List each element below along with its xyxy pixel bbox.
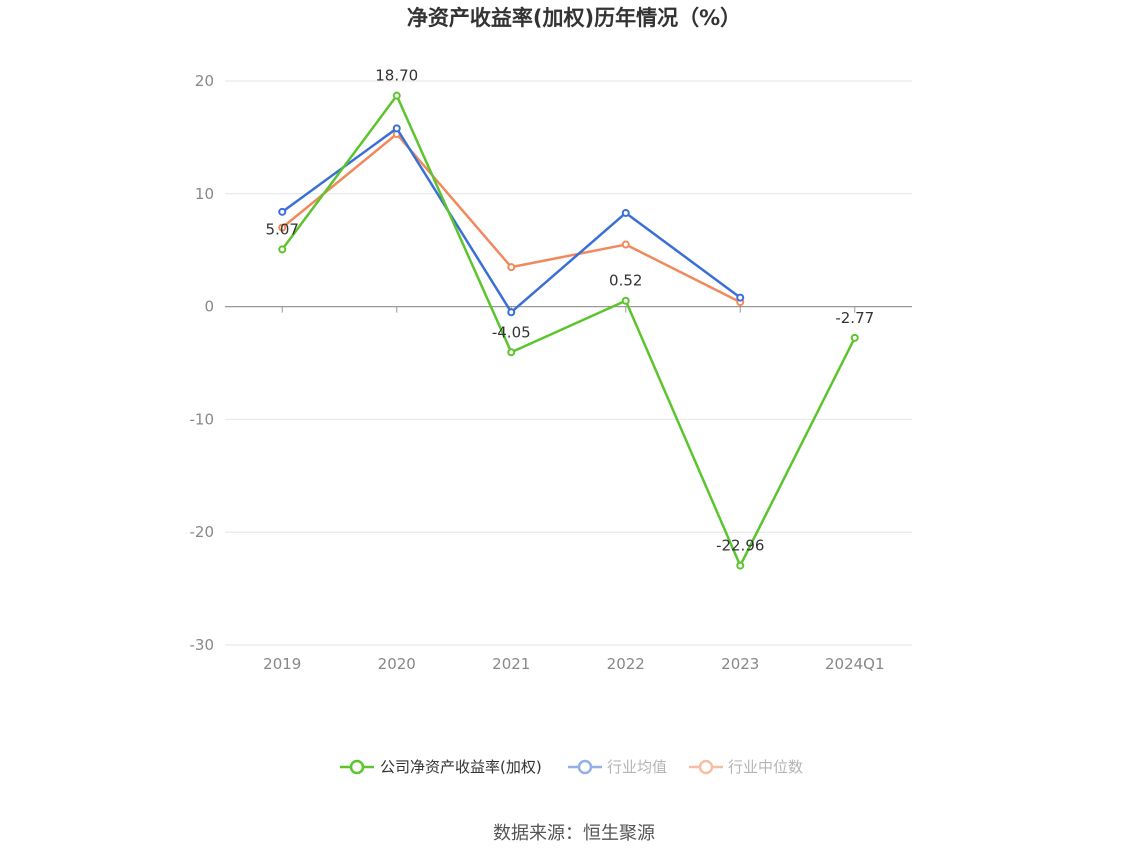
- data-point[interactable]: [850, 333, 859, 342]
- source-note: 数据来源：恒生聚源: [493, 823, 655, 844]
- data-point[interactable]: [621, 208, 630, 217]
- y-tick-label: -10: [190, 410, 215, 428]
- data-label: 18.70: [375, 67, 418, 85]
- legend[interactable]: 公司净资产收益率(加权) 行业均值 行业中位数: [340, 758, 803, 776]
- data-point[interactable]: [736, 293, 745, 302]
- x-axis: 2019 2020 2021 2022 2023 2024Q1: [225, 306, 912, 673]
- y-tick-label: 20: [195, 72, 214, 90]
- data-point[interactable]: [278, 207, 287, 216]
- y-tick-label: 10: [195, 185, 214, 203]
- x-tick-label: 2024Q1: [825, 655, 885, 673]
- data-point[interactable]: [278, 245, 287, 254]
- grid-lines: [225, 80, 912, 646]
- x-tick-label: 2022: [607, 655, 645, 673]
- legend-swatch-marker: [577, 759, 593, 775]
- y-tick-label: -20: [190, 523, 215, 541]
- x-tick-label: 2023: [721, 655, 759, 673]
- data-label: -22.96: [716, 537, 764, 555]
- legend-swatch-marker: [349, 759, 365, 775]
- legend-item-0[interactable]: 公司净资产收益率(加权): [340, 758, 542, 776]
- series-line-0: [281, 94, 856, 567]
- data-point[interactable]: [392, 124, 401, 133]
- legend-item-2[interactable]: 行业中位数: [689, 758, 803, 776]
- data-point[interactable]: [621, 240, 630, 249]
- legend-item-1[interactable]: 行业均值: [568, 758, 667, 776]
- data-label: -4.05: [492, 323, 531, 341]
- series-lines: [278, 91, 859, 570]
- data-point[interactable]: [507, 308, 516, 317]
- x-tick-label: 2021: [492, 655, 530, 673]
- chart-title: 净资产收益率(加权)历年情况（%）: [407, 6, 741, 30]
- data-labels: 5.07 18.70 -4.05 0.52 -22.96 -2.77: [266, 67, 875, 555]
- data-point[interactable]: [392, 91, 401, 100]
- data-point[interactable]: [278, 223, 287, 232]
- data-point[interactable]: [507, 263, 516, 272]
- data-label: -2.77: [835, 309, 874, 327]
- data-point[interactable]: [621, 296, 630, 305]
- y-axis-ticks: 20 10 0 -10 -20 -30: [190, 72, 215, 654]
- legend-label: 公司净资产收益率(加权): [380, 758, 542, 776]
- data-point[interactable]: [736, 561, 745, 570]
- y-tick-label: 0: [204, 298, 214, 316]
- legend-label: 行业中位数: [728, 758, 803, 776]
- data-label: 0.52: [609, 272, 642, 290]
- x-tick-label: 2019: [263, 655, 301, 673]
- y-tick-label: -30: [190, 636, 215, 654]
- data-label: 5.07: [266, 220, 299, 238]
- data-point[interactable]: [507, 348, 516, 357]
- legend-label: 行业均值: [607, 758, 667, 776]
- legend-swatch-marker: [698, 759, 714, 775]
- x-tick-label: 2020: [378, 655, 416, 673]
